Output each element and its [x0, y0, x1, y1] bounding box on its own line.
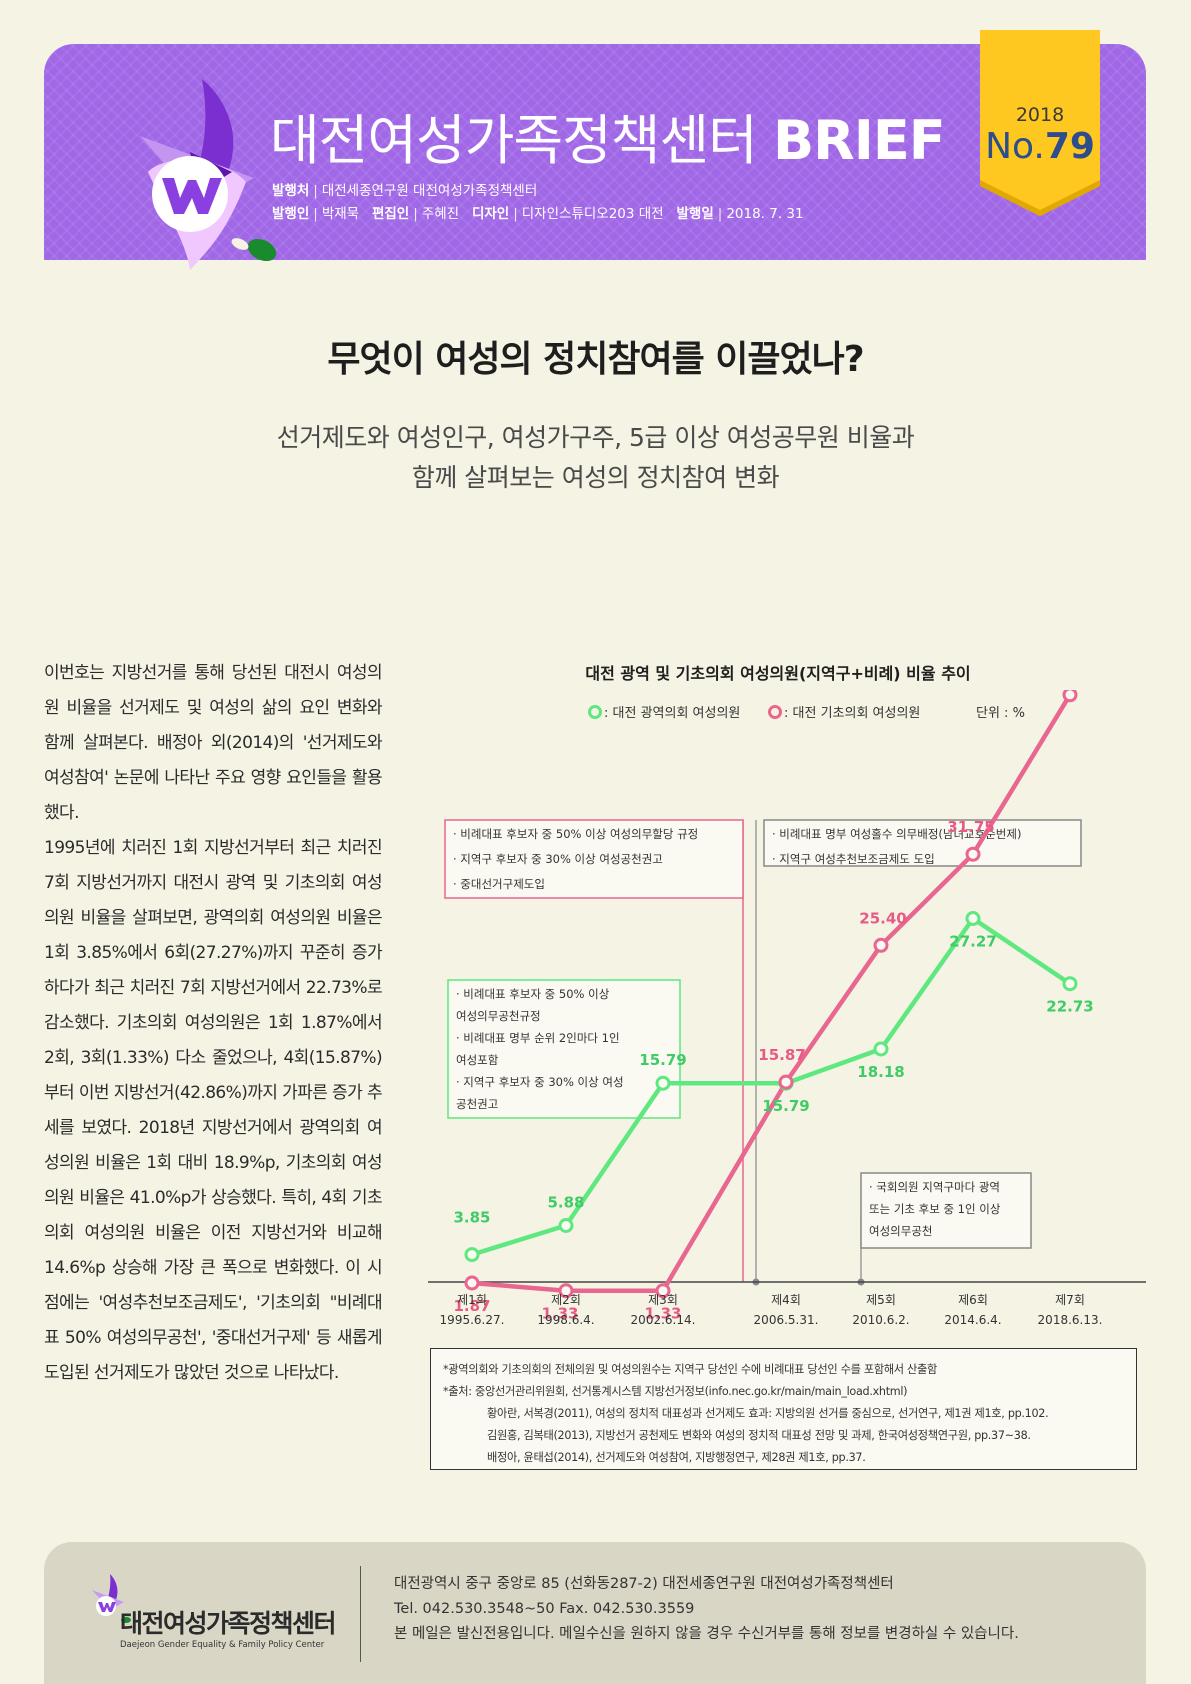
data-point — [873, 937, 889, 953]
x-tick-date: 2006.5.31. — [754, 1313, 819, 1327]
note-line: *광역의회와 기초의회의 전체의원 및 여성의원수는 지역구 당선인 수에 비례… — [443, 1363, 938, 1376]
legend-label: : 대전 광역의회 여성의원 — [604, 706, 740, 721]
gray-annotation-2-line: 여성의무공천 — [869, 1224, 932, 1238]
x-tick-date: 2010.6.2. — [852, 1313, 909, 1327]
green-annotation — [447, 979, 681, 1119]
body-paragraph-2: 1995년에 치러진 1회 지방선거부터 최근 치러진 7회 지방선거까지 대전… — [44, 838, 383, 1383]
footer-address: 대전광역시 중구 중앙로 85 (선화동287-2) 대전세종연구원 대전여성가… — [394, 1576, 894, 1592]
notes-box: *광역의회와 기초의회의 전체의원 및 여성의원수는 지역구 당선인 수에 비례… — [430, 1348, 1137, 1470]
pink-annotation — [444, 819, 744, 899]
line-chart: : 대전 광역의회 여성의원 : 대전 기초의회 여성의원 단위 : % · 비례대… — [428, 690, 1146, 1327]
data-point — [1062, 976, 1078, 992]
footer-contact: Tel. 042.530.3548~50 Fax. 042.530.3559 — [394, 1601, 695, 1617]
article-body: 이번호는 지방선거를 통해 당선된 대전시 여성의원 비율을 선거제도 및 여성… — [44, 656, 383, 1391]
x-tick-label: 제7회 — [1055, 1293, 1085, 1307]
header-title: 대전여성가족정책센터 BRIEF — [270, 109, 946, 172]
x-tick-date: 1998.6.4. — [537, 1313, 594, 1327]
footer: 대전여성가족정책센터 Daejeon Gender Equality & Fam… — [44, 1542, 1146, 1684]
article-subtitle-1: 선거제도와 여성인구, 여성가구주, 5급 이상 여성공무원 비율과 — [276, 423, 915, 452]
center-logo-icon — [140, 79, 277, 270]
gray-annotation-line: · 지역구 여성추천보조금제도 도입 — [772, 852, 935, 866]
x-tick-date: 2002.6.14. — [631, 1313, 696, 1327]
legend-marker-green — [588, 705, 602, 719]
data-point — [655, 1075, 671, 1091]
pink-annotation-line: · 중대선거구제도입 — [453, 877, 545, 891]
data-point — [558, 1283, 574, 1299]
data-point — [464, 1275, 480, 1291]
article-subtitle-2: 함께 살펴보는 여성의 정치참여 변화 — [411, 463, 780, 492]
data-point — [778, 1074, 794, 1090]
x-tick-label: 제5회 — [866, 1293, 896, 1307]
x-tick-label: 제4회 — [771, 1293, 801, 1307]
credits-line: 발행인 | 박재묵 편집인 | 주혜진 디자인 | 디자인스튜디오203 대전 발행일 | 20… — [272, 206, 804, 222]
body-paragraph-1: 이번호는 지방선거를 통해 당선된 대전시 여성의원 비율을 선거제도 및 여성… — [44, 663, 383, 823]
data-point — [655, 1283, 671, 1299]
footer-notice: 본 메일은 발신전용입니다. 메일수신을 원하지 않을 경우 수신거부를 통해 … — [394, 1626, 1019, 1642]
data-label: 18.18 — [857, 1063, 904, 1081]
pink-annotation-line: · 지역구 후보자 중 30% 이상 여성공천권고 — [453, 852, 663, 866]
data-point — [965, 911, 981, 926]
note-line: 황아란, 서복경(2011), 여성의 정치적 대표성과 선거제도 효과: 지방… — [487, 1407, 1049, 1420]
issue-number: No.79 — [985, 126, 1095, 167]
x-tick-date: 2014.6.4. — [944, 1313, 1001, 1327]
footer-logo-icon — [92, 1574, 131, 1623]
x-tick-label: 제1회 — [457, 1293, 487, 1307]
data-label: 1.87 — [453, 1297, 490, 1315]
gray-annotation-line: · 비례대표 명부 여성홀수 의무배정(남녀교호순번제) — [772, 827, 1021, 841]
footer-org-english: Daejeon Gender Equality & Family Policy … — [120, 1640, 325, 1650]
header-banner: 대전여성가족정책센터 BRIEF 발행처 | 대전세종연구원 대전여성가족정책센터 … — [44, 44, 1146, 270]
data-label: 22.73 — [1046, 998, 1093, 1016]
x-tick-label: 제2회 — [551, 1293, 581, 1307]
gray-annotation-2 — [860, 1172, 1032, 1249]
x-tick-date: 2018.6.13. — [1038, 1313, 1103, 1327]
issue-year: 2018 — [1015, 104, 1065, 126]
x-tick-label: 제3회 — [648, 1293, 678, 1307]
gray-annotation — [763, 819, 1082, 867]
data-label: 15.87 — [758, 1046, 805, 1064]
green-annotation-line: 공천권고 — [456, 1097, 498, 1111]
footer-org-name: 대전여성가족정책센터 — [120, 1609, 337, 1638]
data-label: 27.27 — [949, 933, 996, 951]
footer-divider — [360, 1566, 361, 1662]
data-point — [464, 1247, 480, 1263]
data-label: 15.79 — [639, 1051, 686, 1069]
data-label: 1.33 — [644, 1305, 681, 1323]
data-label: 15.79 — [762, 1097, 809, 1115]
green-annotation-line: 여성포함 — [456, 1053, 499, 1067]
issue-badge-icon — [980, 30, 1100, 216]
data-label: 31.75 — [947, 818, 994, 836]
publisher-line: 발행처 | 대전세종연구원 대전여성가족정책센터 — [272, 183, 538, 199]
gray-annotation-2-line: · 국회의원 지역구마다 광역 — [869, 1180, 1000, 1194]
x-tick-date: 1995.6.27. — [440, 1313, 505, 1327]
data-point — [965, 846, 981, 862]
article-title: 무엇이 여성의 정치참여를 이끌었나? — [327, 339, 864, 380]
pink-annotation-line: · 비례대표 후보자 중 50% 이상 여성의무할당 규정 — [453, 827, 698, 841]
note-line: *출처: 중앙선거관리위원회, 선거통계시스템 지방선거정보(info.nec.… — [443, 1385, 908, 1398]
green-annotation-line: · 지역구 후보자 중 30% 이상 여성 — [456, 1075, 624, 1089]
note-line: 배정아, 윤태섭(2014), 선거제도와 여성참여, 지방행정연구, 제28권… — [487, 1451, 866, 1464]
footer-contact-block: 대전광역시 중구 중앙로 85 (선화동287-2) 대전세종연구원 대전여성가… — [394, 1572, 1019, 1647]
legend-label: : 대전 기초의회 여성의원 — [784, 706, 920, 721]
legend-unit: 단위 : % — [976, 706, 1025, 721]
note-line: 김원홍, 김복태(2013), 지방선거 공천제도 변화와 여성의 정치적 대표… — [487, 1429, 1031, 1442]
green-annotation-line: · 비례대표 명부 순위 2인마다 1인 — [456, 1031, 620, 1045]
gray-annotation-2-line: 또는 기초 후보 중 1인 이상 — [869, 1202, 1001, 1216]
data-label: 25.40 — [859, 909, 906, 927]
x-tick-label: 제6회 — [958, 1293, 988, 1307]
chart-title: 대전 광역 및 기초의회 여성의원(지역구+비례) 비율 추이 — [585, 664, 971, 683]
data-point — [873, 1041, 889, 1057]
green-annotation-line: · 비례대표 후보자 중 50% 이상 — [456, 987, 610, 1001]
data-point — [1062, 690, 1078, 703]
legend-marker-pink — [768, 705, 782, 719]
data-label: 5.88 — [547, 1194, 584, 1212]
data-point — [558, 1218, 574, 1233]
data-label: 1.33 — [541, 1305, 578, 1323]
data-label: 3.85 — [453, 1209, 490, 1227]
green-annotation-line: 여성의무공천규정 — [456, 1009, 541, 1023]
